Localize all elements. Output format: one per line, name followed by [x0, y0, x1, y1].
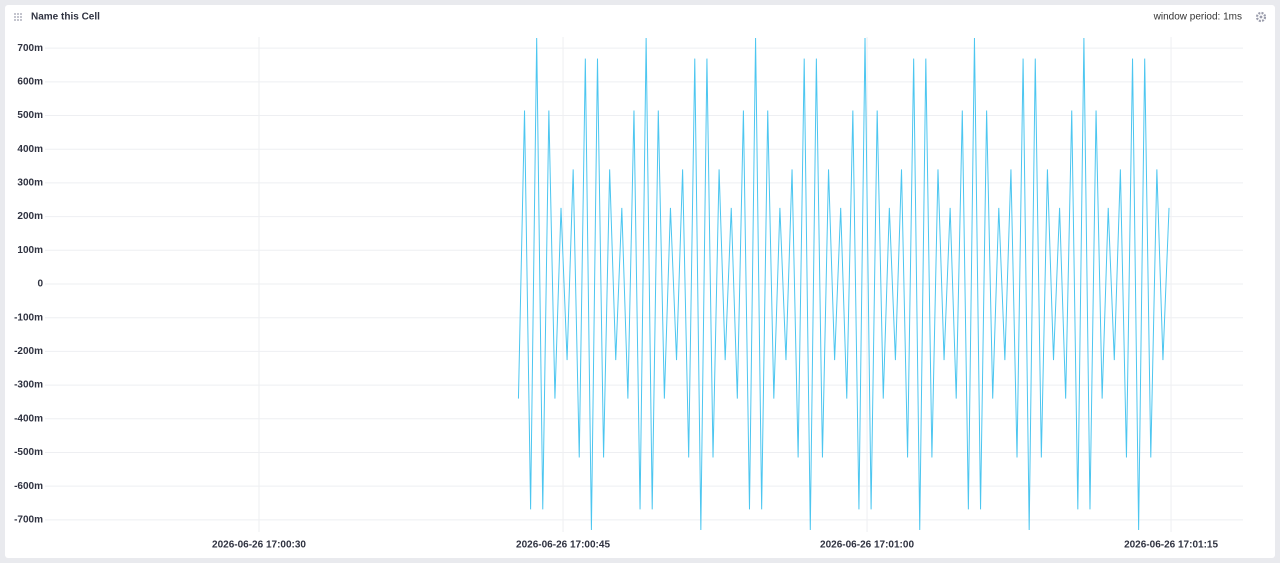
x-tick-label: 2026-06-26 17:01:00 [820, 540, 914, 551]
window-period: window period: 1ms [1153, 12, 1242, 23]
cell-card [5, 5, 1275, 558]
cell-title[interactable]: Name this Cell [31, 12, 100, 23]
series-line [517, 38, 1170, 530]
settings-icon[interactable] [1255, 11, 1267, 23]
x-tick-label: 2026-06-26 17:00:45 [516, 540, 610, 551]
y-tick-label: 400m [17, 144, 43, 155]
y-tick-label: -100m [14, 312, 43, 323]
y-tick-label: -400m [14, 413, 43, 424]
y-tick-label: 300m [17, 178, 43, 189]
y-tick-label: -600m [14, 481, 43, 492]
y-tick-label: -300m [14, 380, 43, 391]
drag-handle[interactable] [14, 13, 22, 21]
y-tick-label: -200m [14, 346, 43, 357]
y-tick-label: -700m [14, 515, 43, 526]
y-tick-label: -500m [14, 447, 43, 458]
y-tick-label: 200m [17, 211, 43, 222]
y-tick-label: 700m [17, 43, 43, 54]
y-tick-label: 100m [17, 245, 43, 256]
y-tick-label: 0 [37, 279, 43, 290]
y-tick-label: 500m [17, 110, 43, 121]
x-tick-label: 2026-06-26 17:00:30 [212, 540, 306, 551]
x-tick-label: 2026-06-26 17:01:15 [1124, 540, 1218, 551]
y-tick-label: 600m [17, 76, 43, 87]
